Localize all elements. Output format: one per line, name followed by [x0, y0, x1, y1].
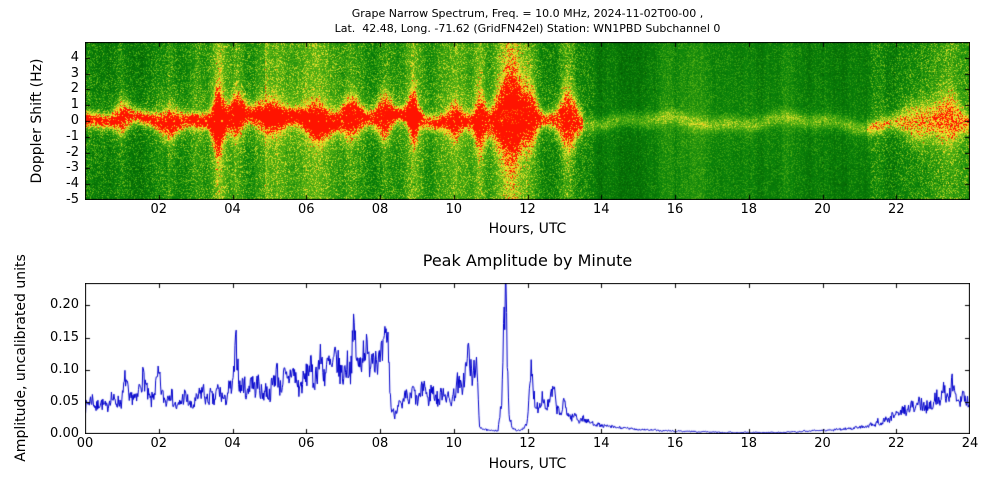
- amplitude-ytick-label: 0.20: [50, 297, 79, 313]
- spectrogram-ytick-label: 1: [70, 97, 79, 113]
- spectrogram-xtick-label: 06: [297, 202, 315, 217]
- amplitude-ytick-label: 0.15: [50, 329, 79, 345]
- amplitude-xtick-label: 02: [150, 436, 168, 451]
- spectrogram-xtick-label: 14: [592, 202, 610, 217]
- spectrogram-xtick-label: 16: [666, 202, 684, 217]
- spectrogram-ytick-label: -2: [66, 144, 79, 160]
- amplitude-ytick-label: 0.05: [50, 393, 79, 409]
- spectrogram-title-line2: Lat. 42.48, Long. -71.62 (GridFN42el) St…: [334, 22, 721, 35]
- spectrogram-title-line1: Grape Narrow Spectrum, Freq. = 10.0 MHz,…: [351, 7, 704, 20]
- amplitude-xtick-label: 18: [740, 436, 758, 451]
- amplitude-xtick-label: 10: [445, 436, 463, 451]
- spectrogram-xtick-label: 10: [445, 202, 463, 217]
- spectrogram-ytick-label: -3: [66, 160, 79, 176]
- spectrogram-ytick-label: -4: [66, 176, 79, 192]
- amplitude-canvas: [85, 283, 970, 434]
- spectrogram-xtick-label: 22: [887, 202, 905, 217]
- amplitude-ytick-label: 0.10: [50, 361, 79, 377]
- amplitude-ytick-label: 0.00: [50, 426, 79, 441]
- spectrogram-ytick-label: 3: [70, 65, 79, 81]
- amplitude-xtick-label: 14: [592, 436, 610, 451]
- spectrogram-xtick-label: 08: [371, 202, 389, 217]
- amplitude-xlabel: Hours, UTC: [488, 456, 567, 472]
- amplitude-xtick-label: 04: [224, 436, 241, 451]
- amplitude-xtick-label: 24: [961, 436, 979, 451]
- amplitude-title: Peak Amplitude by Minute: [422, 251, 633, 270]
- spectrogram-xtick-label: 02: [150, 202, 168, 217]
- amplitude-xtick-label: 08: [371, 436, 389, 451]
- spectrogram-ytick-label: 4: [70, 49, 79, 65]
- spectrogram-xlabel: Hours, UTC: [488, 221, 567, 237]
- amplitude-xtick-label: 16: [666, 436, 684, 451]
- spectrogram-xtick-label: 12: [519, 202, 536, 217]
- spectrogram-xtick-label: 18: [740, 202, 758, 217]
- amplitude-xtick-label: 20: [814, 436, 831, 451]
- spectrogram-ytick-label: -1: [66, 128, 79, 144]
- spectrogram-ytick-label: 2: [70, 81, 79, 97]
- spectrogram-ytick-label: -5: [66, 192, 79, 207]
- amplitude-xtick-label: 00: [76, 436, 94, 451]
- amplitude-xtick-label: 12: [519, 436, 536, 451]
- spectrogram-xtick-label: 20: [814, 202, 831, 217]
- spectrogram-ytick-label: 0: [70, 113, 79, 128]
- amplitude-xtick-label: 22: [887, 436, 905, 451]
- spectrogram-canvas: [85, 42, 970, 200]
- amplitude-xtick-label: 06: [297, 436, 315, 451]
- spectrogram-xtick-label: 04: [224, 202, 241, 217]
